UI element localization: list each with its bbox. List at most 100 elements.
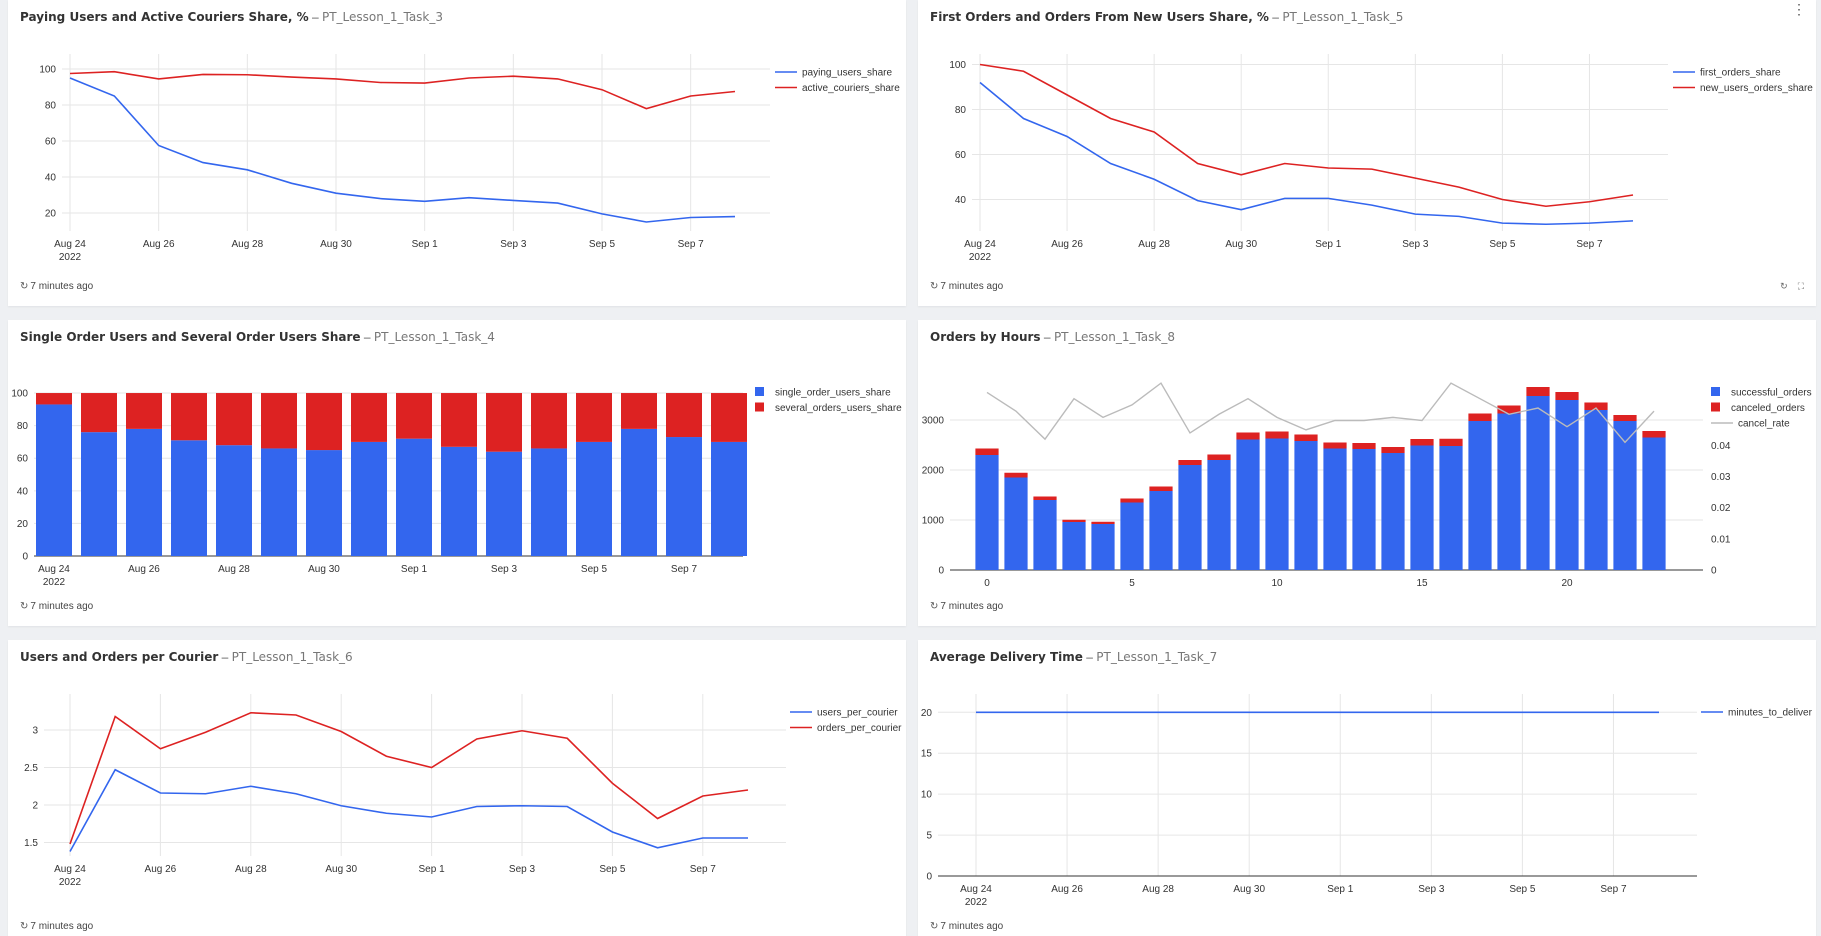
- bar-successful_orders: [1033, 500, 1057, 570]
- bar-canceled_orders: [1555, 392, 1579, 400]
- panel-title-text[interactable]: Users and Orders per Courier: [20, 650, 219, 664]
- x-tick-sublabel: 2022: [59, 877, 82, 888]
- panel-source-link[interactable]: PT_Lesson_1_Task_5: [1282, 10, 1404, 24]
- x-tick-label: Sep 7: [690, 864, 717, 875]
- bar-canceled_orders: [1178, 460, 1202, 465]
- bar-canceled_orders: [975, 448, 999, 455]
- x-tick-label: Sep 1: [401, 564, 428, 575]
- panel-tools: ↻ ⛶: [1780, 281, 1804, 292]
- line-cancel_rate: [986, 382, 1655, 444]
- x-tick-label: Sep 3: [500, 239, 527, 250]
- x-tick-label: Sep 5: [589, 239, 616, 250]
- refresh-icon: ↻: [20, 601, 29, 612]
- x-tick-label: Aug 24: [38, 564, 70, 575]
- x-tick-label: 0: [984, 578, 990, 589]
- bar-successful_orders: [1294, 441, 1318, 570]
- bar-successful_orders: [1381, 453, 1405, 570]
- bar-canceled_orders: [1120, 498, 1144, 503]
- panel-title: Paying Users and Active Couriers Share, …: [20, 10, 444, 24]
- bar-several_orders_users_share: [396, 393, 432, 439]
- refresh-panel-icon[interactable]: ↻: [1780, 281, 1788, 291]
- bar-canceled_orders: [1149, 486, 1173, 491]
- panel-source-link[interactable]: PT_Lesson_1_Task_7: [1096, 650, 1218, 664]
- panel-menu-icon[interactable]: ⋮: [1792, 1, 1806, 17]
- panel-source-link[interactable]: PT_Lesson_1_Task_6: [231, 650, 353, 664]
- last-refresh: ↻ 7 minutes ago: [20, 921, 93, 932]
- x-tick-label: Aug 24: [960, 884, 992, 895]
- bar-canceled_orders: [1584, 402, 1608, 410]
- bar-canceled_orders: [1613, 415, 1637, 421]
- last-refresh: ↻ 7 minutes ago: [20, 601, 93, 612]
- legend-label: first_orders_share: [1700, 68, 1781, 79]
- bar-several_orders_users_share: [666, 393, 702, 438]
- line-active_couriers_share: [69, 70, 736, 110]
- x-tick-label: Aug 26: [1051, 884, 1083, 895]
- panel-delivery-time: Average Delivery Time – PT_Lesson_1_Task…: [918, 640, 1816, 936]
- fullscreen-icon[interactable]: ⛶: [1797, 281, 1804, 291]
- panel-source-link[interactable]: PT_Lesson_1_Task_3: [321, 10, 444, 24]
- panel-title-text[interactable]: Orders by Hours: [930, 330, 1041, 344]
- legend-swatch: [755, 387, 764, 396]
- x-tick-label: Sep 3: [509, 864, 536, 875]
- bar-successful_orders: [1555, 400, 1579, 570]
- panel-title-text[interactable]: Paying Users and Active Couriers Share, …: [20, 10, 309, 24]
- bar-single_order_users_share: [261, 448, 297, 556]
- bar-successful_orders: [1439, 446, 1463, 570]
- legend-label: canceled_orders: [1731, 403, 1805, 414]
- last-refresh: ↻ 7 minutes ago: [20, 281, 93, 292]
- bar-canceled_orders: [1468, 413, 1492, 421]
- panel-single-several: Single Order Users and Several Order Use…: [8, 320, 906, 626]
- bar-successful_orders: [1526, 396, 1550, 570]
- y-tick-label: 40: [17, 486, 29, 497]
- line-new_users_orders_share: [979, 63, 1634, 208]
- legend-label: cancel_rate: [1738, 419, 1790, 430]
- chart-single-several: Aug 24 2022 Aug 26 Aug 28 Aug 30 Sep 1 Sep 3 Se…: [11, 387, 902, 588]
- x-tick-label: Sep 1: [412, 239, 439, 250]
- panel-title-text[interactable]: Single Order Users and Several Order Use…: [20, 330, 361, 344]
- panel-title-text[interactable]: First Orders and Orders From New Users S…: [930, 10, 1269, 24]
- x-tick-label: Aug 28: [1142, 884, 1174, 895]
- bar-several_orders_users_share: [126, 393, 162, 429]
- refresh-icon: ↻: [930, 281, 939, 292]
- panel-source-link[interactable]: PT_Lesson_1_Task_8: [1053, 330, 1175, 344]
- x-tick-label: Aug 24: [54, 864, 86, 875]
- bar-single_order_users_share: [81, 432, 117, 556]
- bar-canceled_orders: [1526, 387, 1550, 396]
- y-tick-label: 100: [949, 60, 966, 71]
- x-tick-label: Aug 28: [218, 564, 250, 575]
- bar-single_order_users_share: [621, 428, 657, 556]
- bar-several_orders_users_share: [711, 393, 747, 442]
- y-tick-label: 40: [955, 195, 967, 206]
- panel-title: First Orders and Orders From New Users S…: [930, 10, 1404, 24]
- x-tick-sublabel: 2022: [969, 252, 992, 263]
- bar-several_orders_users_share: [486, 393, 522, 452]
- bar-single_order_users_share: [711, 441, 747, 556]
- last-refresh: ↻ 7 minutes ago: [930, 921, 1003, 932]
- bar-canceled_orders: [1265, 431, 1289, 439]
- bar-successful_orders: [1613, 421, 1637, 570]
- bar-successful_orders: [1120, 502, 1144, 570]
- y-tick-label: 100: [11, 389, 28, 400]
- bar-successful_orders: [1004, 477, 1028, 570]
- x-tick-label: Sep 3: [1418, 884, 1445, 895]
- legend-label: single_order_users_share: [775, 388, 891, 399]
- panel-title: Users and Orders per Courier – PT_Lesson…: [20, 650, 353, 664]
- bar-single_order_users_share: [351, 441, 387, 556]
- y2-tick-label: 0.03: [1711, 472, 1731, 483]
- x-tick-sublabel: 2022: [43, 577, 66, 588]
- panel-title-text[interactable]: Average Delivery Time: [930, 650, 1083, 664]
- y-tick-label: 0: [926, 872, 932, 883]
- legend-label: users_per_courier: [817, 708, 898, 719]
- x-tick-label: Sep 3: [491, 564, 518, 575]
- y2-tick-label: 0: [1711, 566, 1717, 577]
- panel-title: Single Order Users and Several Order Use…: [20, 330, 495, 344]
- bar-several_orders_users_share: [171, 393, 207, 441]
- panel-source-link[interactable]: PT_Lesson_1_Task_4: [373, 330, 495, 344]
- bar-successful_orders: [1207, 460, 1231, 570]
- y-tick-label: 15: [921, 749, 933, 760]
- bar-canceled_orders: [1236, 432, 1260, 440]
- bar-successful_orders: [1265, 438, 1289, 570]
- y-tick-label: 60: [17, 454, 29, 465]
- x-tick-label: Aug 28: [235, 864, 267, 875]
- line-first_orders_share: [979, 81, 1634, 226]
